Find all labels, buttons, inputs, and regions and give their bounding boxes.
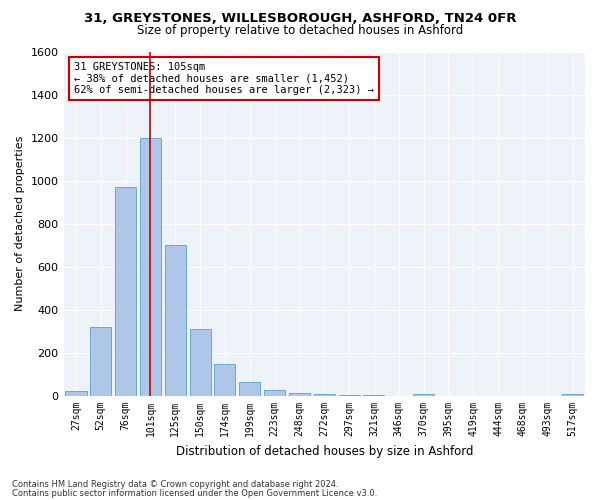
Bar bbox=[314, 394, 335, 396]
Text: Contains HM Land Registry data © Crown copyright and database right 2024.: Contains HM Land Registry data © Crown c… bbox=[12, 480, 338, 489]
Bar bbox=[239, 382, 260, 396]
Bar bbox=[338, 395, 359, 396]
Bar bbox=[90, 327, 112, 396]
Y-axis label: Number of detached properties: Number of detached properties bbox=[15, 136, 25, 312]
Bar bbox=[115, 187, 136, 396]
Bar bbox=[214, 364, 235, 396]
Bar bbox=[65, 390, 86, 396]
Text: 31 GREYSTONES: 105sqm
← 38% of detached houses are smaller (1,452)
62% of semi-d: 31 GREYSTONES: 105sqm ← 38% of detached … bbox=[74, 62, 374, 95]
Bar bbox=[165, 246, 186, 396]
Text: Size of property relative to detached houses in Ashford: Size of property relative to detached ho… bbox=[137, 24, 463, 37]
Bar bbox=[190, 330, 211, 396]
Bar bbox=[289, 393, 310, 396]
X-axis label: Distribution of detached houses by size in Ashford: Distribution of detached houses by size … bbox=[176, 444, 473, 458]
Bar bbox=[264, 390, 285, 396]
Bar bbox=[562, 394, 583, 396]
Text: Contains public sector information licensed under the Open Government Licence v3: Contains public sector information licen… bbox=[12, 488, 377, 498]
Bar bbox=[413, 394, 434, 396]
Text: 31, GREYSTONES, WILLESBOROUGH, ASHFORD, TN24 0FR: 31, GREYSTONES, WILLESBOROUGH, ASHFORD, … bbox=[84, 12, 516, 26]
Bar bbox=[140, 138, 161, 396]
